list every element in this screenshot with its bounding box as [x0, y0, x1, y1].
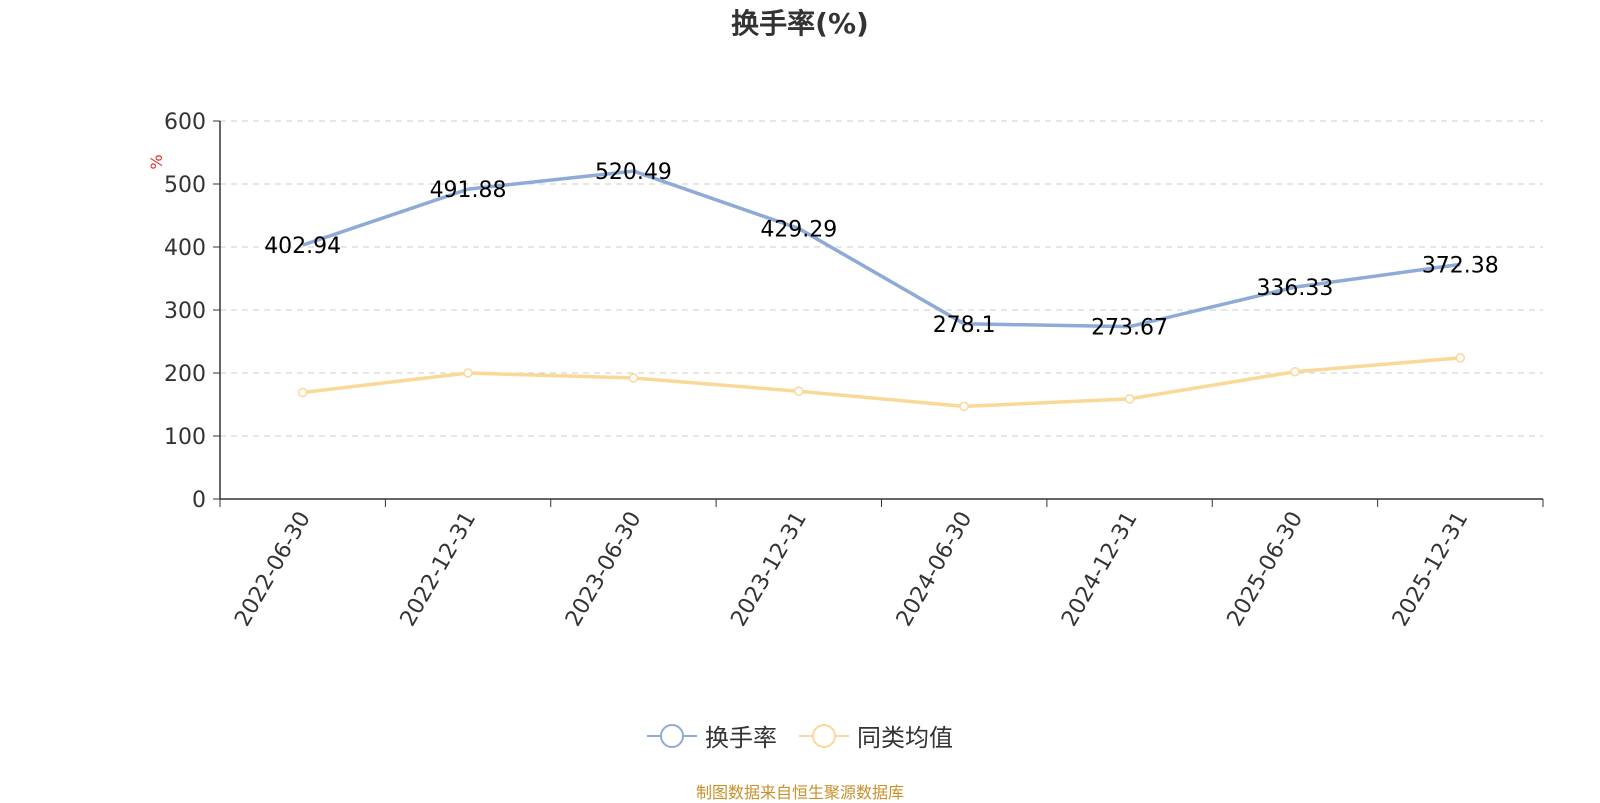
legend-item-peer-average[interactable]: 同类均值	[799, 718, 953, 753]
legend-marker-peer-average-icon	[799, 723, 849, 748]
data-point	[1455, 353, 1466, 363]
x-tick-label: 2022-12-31	[396, 508, 482, 631]
data-label: 278.1	[933, 313, 996, 338]
y-tick-label: 0	[192, 488, 206, 513]
x-tick-label: 2024-06-30	[892, 508, 978, 631]
data-label: 520.49	[595, 160, 672, 185]
legend-item-turnover[interactable]: 换手率	[647, 718, 777, 753]
series-line-1	[302, 356, 1461, 409]
data-label: 491.88	[430, 178, 507, 203]
data-point	[297, 387, 308, 398]
y-tick-label: 100	[164, 425, 206, 450]
data-point	[628, 373, 639, 383]
legend-marker-turnover-icon	[647, 723, 697, 748]
y-tick-label: 400	[164, 236, 206, 261]
data-label: 372.38	[1422, 253, 1499, 278]
data-label: 402.94	[264, 234, 341, 259]
x-tick-label: 2025-12-31	[1388, 508, 1474, 631]
data-point	[959, 401, 969, 412]
y-tick-label: 600	[164, 110, 206, 135]
series-line-0	[302, 169, 1461, 329]
data-point	[463, 368, 473, 378]
data-point	[794, 386, 804, 397]
legend-label-turnover: 换手率	[705, 724, 777, 752]
chart-title: 换手率(%)	[731, 7, 869, 40]
x-tick-label: 2025-06-30	[1223, 508, 1309, 631]
legend: 换手率 同类均值	[0, 718, 1600, 753]
x-tick-label: 2023-06-30	[561, 508, 647, 631]
data-point	[1124, 394, 1135, 404]
y-tick-label: 200	[164, 362, 206, 387]
data-source-note: 制图数据来自恒生聚源数据库	[695, 783, 904, 802]
y-axis-unit-label: %	[147, 154, 166, 169]
line-chart: 0 100 200 300 400 500 600% 2022-06-30 2022-12-31…	[147, 110, 1544, 631]
x-tick-label: 2022-06-30	[230, 508, 316, 631]
x-tick-label: 2023-12-31	[726, 508, 812, 631]
data-label: 429.29	[760, 218, 837, 243]
data-label: 336.33	[1256, 276, 1333, 301]
data-point	[1290, 366, 1300, 377]
y-tick-label: 500	[164, 173, 206, 198]
data-label: 273.67	[1091, 316, 1168, 341]
legend-label-peer-average: 同类均值	[857, 724, 953, 752]
x-tick-label: 2024-12-31	[1057, 508, 1143, 631]
y-tick-label: 300	[164, 299, 206, 324]
